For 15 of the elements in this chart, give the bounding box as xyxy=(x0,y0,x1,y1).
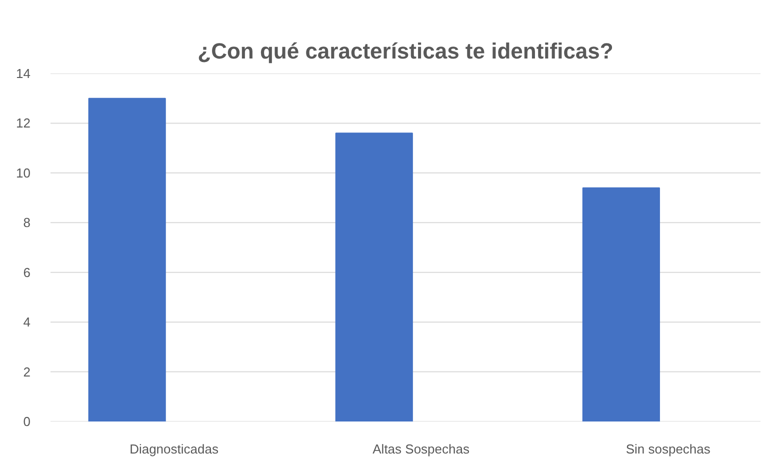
y-tick-label: 4 xyxy=(23,314,31,330)
y-tick-label: 6 xyxy=(23,264,31,280)
bar xyxy=(335,132,413,422)
bar xyxy=(582,187,660,422)
x-tick-label: Sin sospechas xyxy=(626,442,711,456)
bar xyxy=(88,98,166,422)
x-tick-label: Diagnosticadas xyxy=(130,442,219,456)
y-tick-label: 14 xyxy=(16,66,31,81)
y-tick-label: 12 xyxy=(16,116,31,131)
y-tick-label: 2 xyxy=(23,364,31,380)
y-tick-label: 10 xyxy=(16,165,31,180)
x-tick-label: Altas Sospechas xyxy=(372,442,470,456)
chart-title: ¿Con qué características te identificas? xyxy=(198,38,614,64)
y-tick-label: 0 xyxy=(23,414,31,429)
y-tick-label: 8 xyxy=(23,215,31,230)
